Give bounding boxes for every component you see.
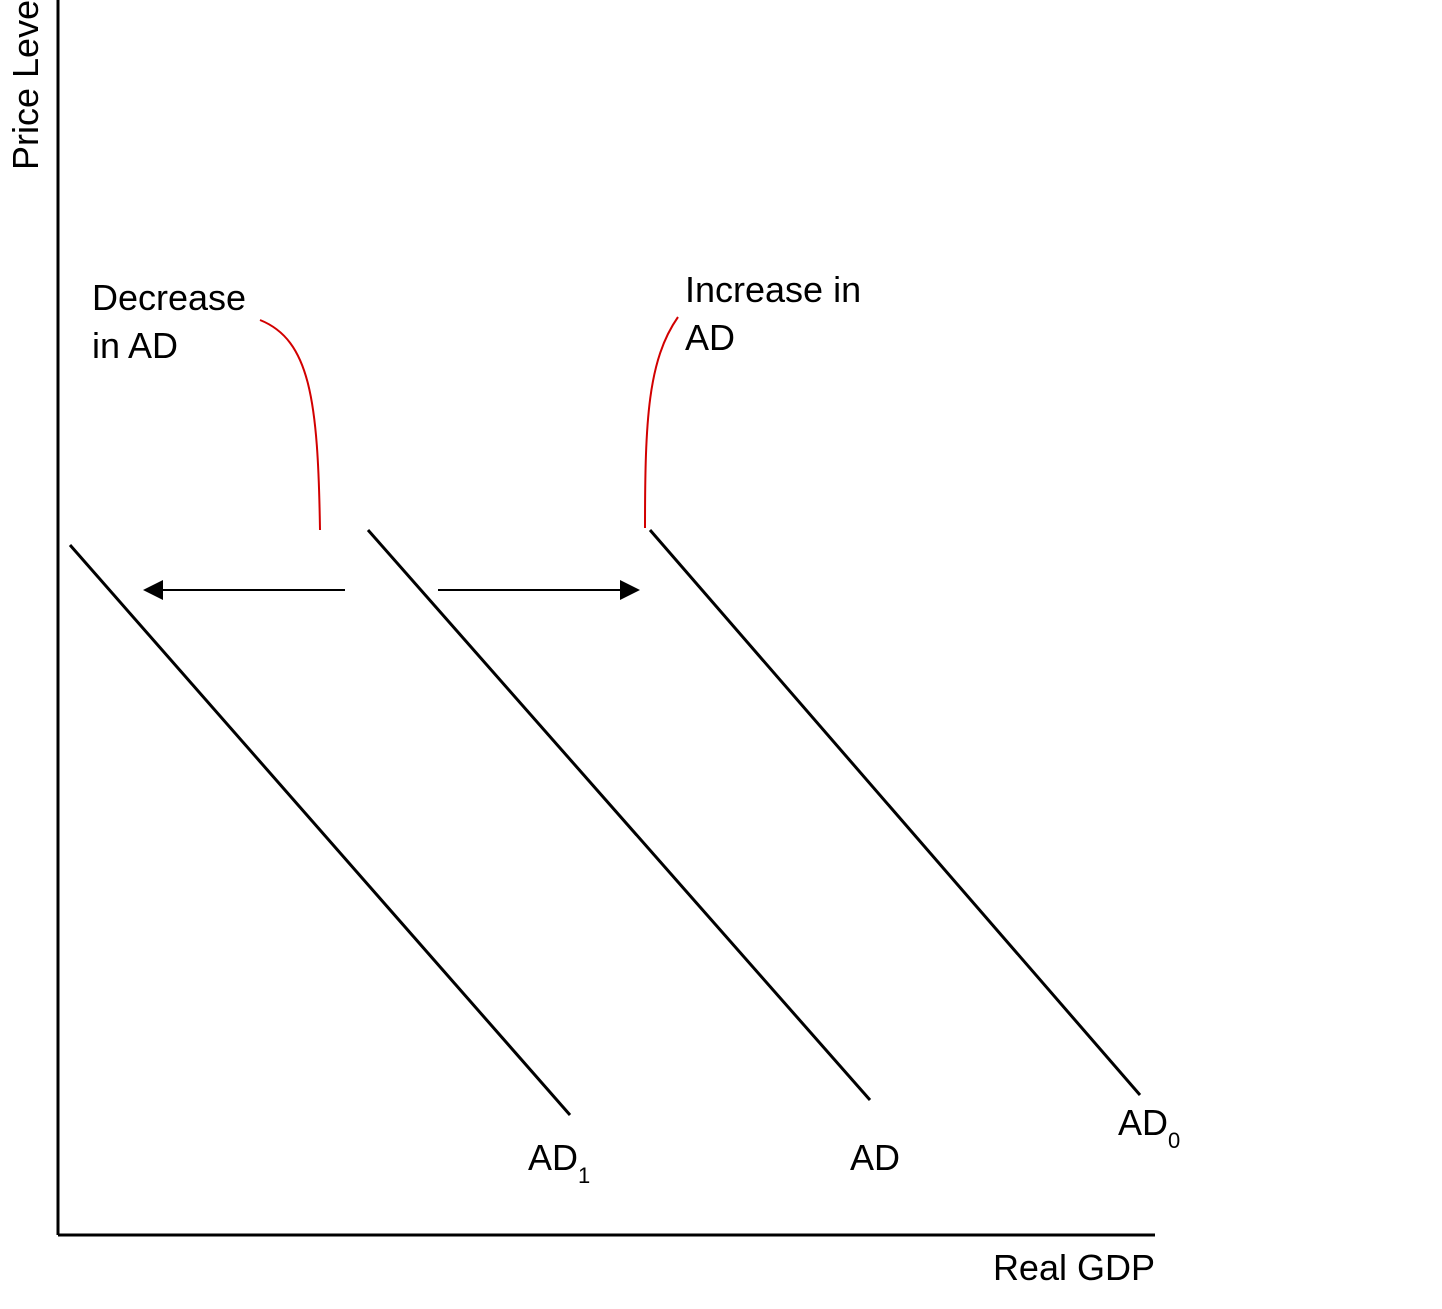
ad0-curve — [650, 530, 1140, 1095]
ad0-label: AD0 — [1118, 1102, 1180, 1153]
y-axis-label: Price Level — [5, 0, 46, 170]
x-axis-label: Real GDP — [993, 1247, 1155, 1288]
decrease-label-line1: Decrease — [92, 277, 246, 318]
ad-curve — [368, 530, 870, 1100]
decrease-label-line2: in AD — [92, 325, 178, 366]
increase-label-line1: Increase in — [685, 269, 861, 310]
ad1-curve — [70, 545, 570, 1115]
decrease-leader — [260, 320, 320, 530]
ad1-label: AD1 — [528, 1137, 590, 1188]
ad-label: AD — [850, 1137, 900, 1178]
increase-leader — [645, 317, 678, 528]
increase-label-line2: AD — [685, 317, 735, 358]
ad-shift-diagram: Price Level Real GDP AD1 AD AD0 Decrease in AD… — [0, 0, 1442, 1309]
